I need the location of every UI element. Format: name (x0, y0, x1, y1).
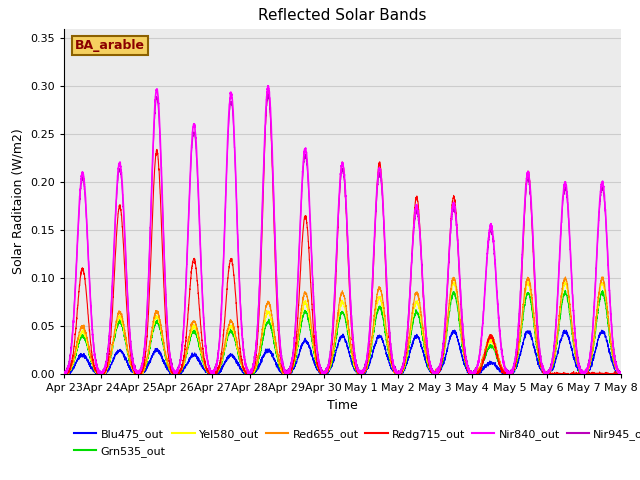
Grn535_out (322, 370, 330, 376)
Red655_out (436, 364, 444, 370)
Redg715_out (499, 369, 507, 374)
Grn535_out (499, 367, 507, 373)
Nir840_out (499, 360, 507, 366)
Redg715_out (60, 372, 68, 377)
Yel580_out (436, 364, 444, 370)
Blu475_out (161, 358, 168, 363)
Line: Nir945_out: Nir945_out (64, 94, 621, 374)
Red655_out (499, 366, 507, 372)
Blu475_out (60, 371, 68, 377)
Yel580_out (60, 371, 68, 377)
Blu475_out (617, 370, 625, 376)
Nir945_out (264, 91, 272, 97)
Yel580_out (499, 366, 507, 372)
Line: Blu475_out: Blu475_out (64, 330, 621, 374)
Nir945_out (436, 360, 444, 366)
Nir945_out (617, 371, 625, 377)
Blu475_out (60, 372, 68, 377)
X-axis label: Time: Time (327, 399, 358, 412)
Red655_out (322, 369, 330, 374)
Nir840_out (468, 371, 476, 377)
Nir840_out (436, 360, 444, 366)
Grn535_out (161, 348, 168, 353)
Red655_out (60, 370, 68, 376)
Nir945_out (468, 370, 476, 376)
Nir840_out (60, 370, 68, 376)
Blu475_out (561, 327, 568, 333)
Grn535_out (561, 288, 569, 293)
Title: Reflected Solar Bands: Reflected Solar Bands (258, 9, 427, 24)
Red655_out (467, 371, 475, 377)
Red655_out (617, 371, 625, 377)
Line: Nir840_out: Nir840_out (64, 86, 621, 374)
Line: Yel580_out: Yel580_out (64, 282, 621, 374)
Blu475_out (467, 370, 475, 376)
Nir945_out (616, 371, 624, 377)
Redg715_out (322, 370, 330, 376)
Text: BA_arable: BA_arable (75, 39, 145, 52)
Y-axis label: Solar Raditaion (W/m2): Solar Raditaion (W/m2) (12, 129, 25, 275)
Nir945_out (98, 372, 106, 377)
Nir945_out (60, 371, 68, 376)
Grn535_out (617, 371, 625, 377)
Yel580_out (467, 371, 475, 377)
Line: Red655_out: Red655_out (64, 277, 621, 374)
Yel580_out (525, 279, 532, 285)
Red655_out (616, 372, 624, 377)
Nir840_out (97, 372, 104, 377)
Blu475_out (616, 371, 624, 377)
Yel580_out (161, 346, 168, 352)
Blu475_out (322, 371, 330, 376)
Blu475_out (499, 370, 507, 376)
Yel580_out (616, 369, 624, 375)
Redg715_out (264, 87, 272, 93)
Grn535_out (467, 372, 475, 377)
Redg715_out (161, 289, 168, 295)
Line: Redg715_out: Redg715_out (64, 90, 621, 374)
Red655_out (562, 274, 570, 280)
Nir840_out (616, 370, 624, 375)
Redg715_out (436, 366, 444, 372)
Nir945_out (161, 251, 168, 257)
Redg715_out (60, 370, 68, 376)
Nir840_out (161, 253, 168, 259)
Line: Grn535_out: Grn535_out (64, 290, 621, 374)
Yel580_out (617, 372, 625, 377)
Nir945_out (499, 357, 507, 363)
Nir840_out (322, 370, 330, 376)
Nir840_out (617, 371, 625, 377)
Nir840_out (264, 83, 271, 89)
Redg715_out (468, 371, 476, 377)
Grn535_out (436, 366, 444, 372)
Grn535_out (60, 372, 68, 377)
Blu475_out (436, 367, 444, 373)
Yel580_out (61, 372, 68, 377)
Yel580_out (322, 371, 330, 377)
Redg715_out (616, 372, 624, 377)
Legend: Blu475_out, Grn535_out, Yel580_out, Red655_out, Redg715_out, Nir840_out, Nir945_: Blu475_out, Grn535_out, Yel580_out, Red6… (70, 425, 640, 461)
Grn535_out (616, 370, 624, 376)
Red655_out (161, 342, 168, 348)
Nir945_out (322, 369, 330, 375)
Red655_out (60, 372, 68, 377)
Redg715_out (617, 372, 625, 377)
Grn535_out (60, 371, 68, 377)
